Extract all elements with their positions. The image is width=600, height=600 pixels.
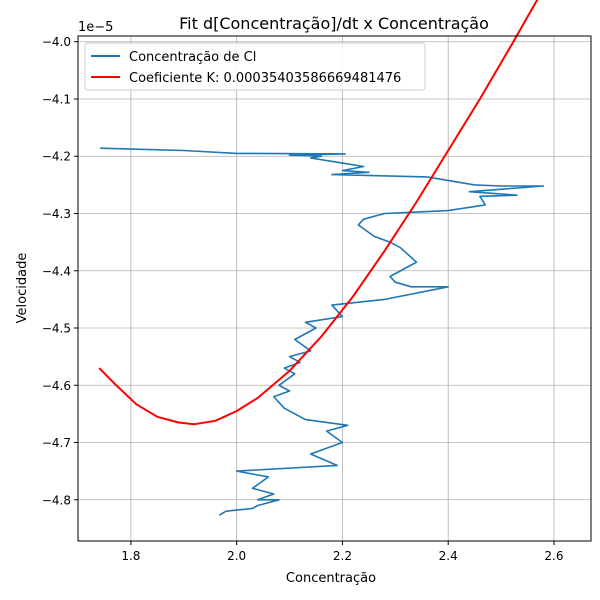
y-tick-label: −4.3 <box>42 207 71 221</box>
chart-title: Fit d[Concentração]/dt x Concentração <box>179 14 489 33</box>
legend-label-fit: Coeficiente K: 0.00035403586669481476 <box>129 71 401 86</box>
y-tick-label: −4.4 <box>42 264 71 278</box>
y-tick-label: −4.0 <box>42 35 71 49</box>
y-tick-label: −4.5 <box>42 322 71 336</box>
x-tick-label: 2.2 <box>333 549 352 563</box>
x-axis: 1.8 2.0 2.2 2.4 2.6 <box>121 541 564 563</box>
plot-frame <box>77 35 592 542</box>
x-tick-label: 1.8 <box>121 549 140 563</box>
legend: Concentração de Cl Coeficiente K: 0.0003… <box>84 42 426 91</box>
y-tick-label: −4.1 <box>42 92 71 106</box>
grid <box>78 36 591 541</box>
y-axis: −4.8 −4.7 −4.6 −4.5 −4.4 −4.3 −4.2 −4.1 −4.0 <box>42 35 78 507</box>
y-tick-label: −4.7 <box>42 436 71 450</box>
legend-label-data: Concentração de Cl <box>129 50 256 65</box>
y-tick-label: −4.8 <box>42 493 71 507</box>
y-tick-label: −4.6 <box>42 379 71 393</box>
x-tick-label: 2.6 <box>544 549 563 563</box>
series-line-fit <box>98 0 539 426</box>
x-axis-label: Concentração <box>286 571 376 586</box>
y-offset-text: 1e−5 <box>78 20 113 35</box>
legend-box <box>84 42 426 91</box>
x-tick-label: 2.4 <box>439 549 458 563</box>
series-line-concentracao <box>100 147 545 516</box>
y-tick-label: −4.2 <box>42 150 71 164</box>
plot-lines <box>98 0 545 516</box>
x-tick-label: 2.0 <box>227 549 246 563</box>
y-axis-label: Velocidade <box>15 253 30 324</box>
